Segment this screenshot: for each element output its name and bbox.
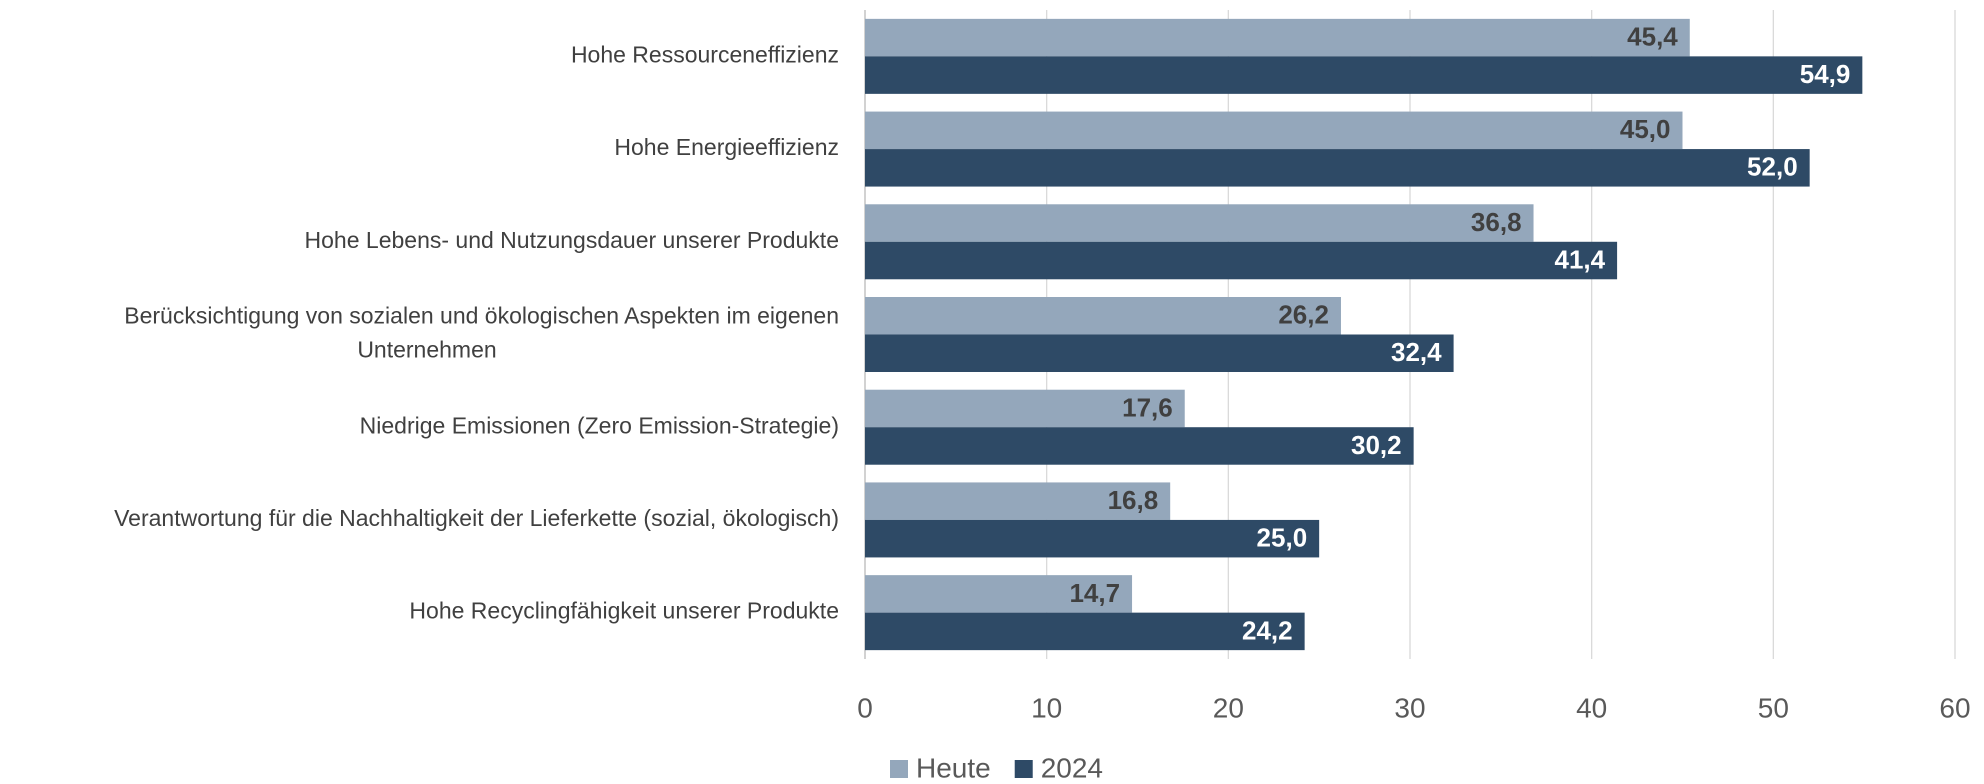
legend-swatch bbox=[890, 760, 908, 778]
x-tick-label: 50 bbox=[1758, 692, 1789, 723]
legend-label: Heute bbox=[916, 752, 991, 779]
bar bbox=[865, 241, 1618, 280]
x-tick-label: 0 bbox=[857, 692, 873, 723]
category-label: Berücksichtigung von sozialen und ökolog… bbox=[124, 303, 839, 363]
x-tick-label: 30 bbox=[1394, 692, 1425, 723]
data-label: 25,0 bbox=[1257, 523, 1308, 553]
bar bbox=[865, 427, 1414, 465]
category-label: Hohe Lebens- und Nutzungsdauer unserer P… bbox=[305, 227, 839, 253]
data-label: 36,8 bbox=[1471, 207, 1522, 237]
category-line: Berücksichtigung von sozialen und ökolog… bbox=[124, 303, 839, 329]
bar bbox=[865, 482, 1171, 520]
category-label: Verantwortung für die Nachhaltigkeit der… bbox=[114, 505, 839, 531]
bar bbox=[865, 612, 1305, 651]
bar bbox=[865, 334, 1454, 372]
data-label: 54,9 bbox=[1800, 59, 1851, 89]
legend-label: 2024 bbox=[1041, 752, 1103, 779]
category-label: Niedrige Emissionen (Zero Emission-Strat… bbox=[360, 412, 839, 438]
data-label: 16,8 bbox=[1108, 485, 1159, 515]
category-label: Hohe Ressourceneffizienz bbox=[571, 41, 839, 67]
data-label: 24,2 bbox=[1242, 615, 1293, 645]
legend-swatch bbox=[1014, 760, 1033, 778]
category-label: Hohe Energieeffizienz bbox=[614, 134, 839, 160]
bar bbox=[865, 18, 1690, 57]
bar bbox=[865, 149, 1810, 187]
bar bbox=[865, 389, 1185, 428]
data-label: 52,0 bbox=[1747, 152, 1798, 182]
data-label: 32,4 bbox=[1391, 337, 1442, 367]
bar bbox=[865, 575, 1133, 613]
bar bbox=[865, 111, 1683, 150]
x-tick-label: 20 bbox=[1213, 692, 1244, 723]
bar bbox=[865, 519, 1320, 558]
category-label: Hohe Recyclingfähigkeit unserer Produkte bbox=[409, 598, 839, 624]
category-line: Unternehmen bbox=[357, 337, 496, 363]
bar bbox=[865, 56, 1863, 94]
bar bbox=[865, 297, 1341, 335]
data-label: 45,0 bbox=[1620, 114, 1671, 144]
x-tick-label: 40 bbox=[1576, 692, 1607, 723]
data-label: 45,4 bbox=[1627, 21, 1678, 51]
x-tick-label: 60 bbox=[1939, 692, 1970, 723]
bar bbox=[865, 204, 1534, 242]
data-label: 26,2 bbox=[1278, 300, 1329, 330]
data-label: 41,4 bbox=[1554, 244, 1605, 274]
data-label: 17,6 bbox=[1122, 392, 1173, 422]
data-label: 14,7 bbox=[1069, 578, 1120, 608]
x-tick-label: 10 bbox=[1031, 692, 1062, 723]
data-label: 30,2 bbox=[1351, 430, 1402, 460]
